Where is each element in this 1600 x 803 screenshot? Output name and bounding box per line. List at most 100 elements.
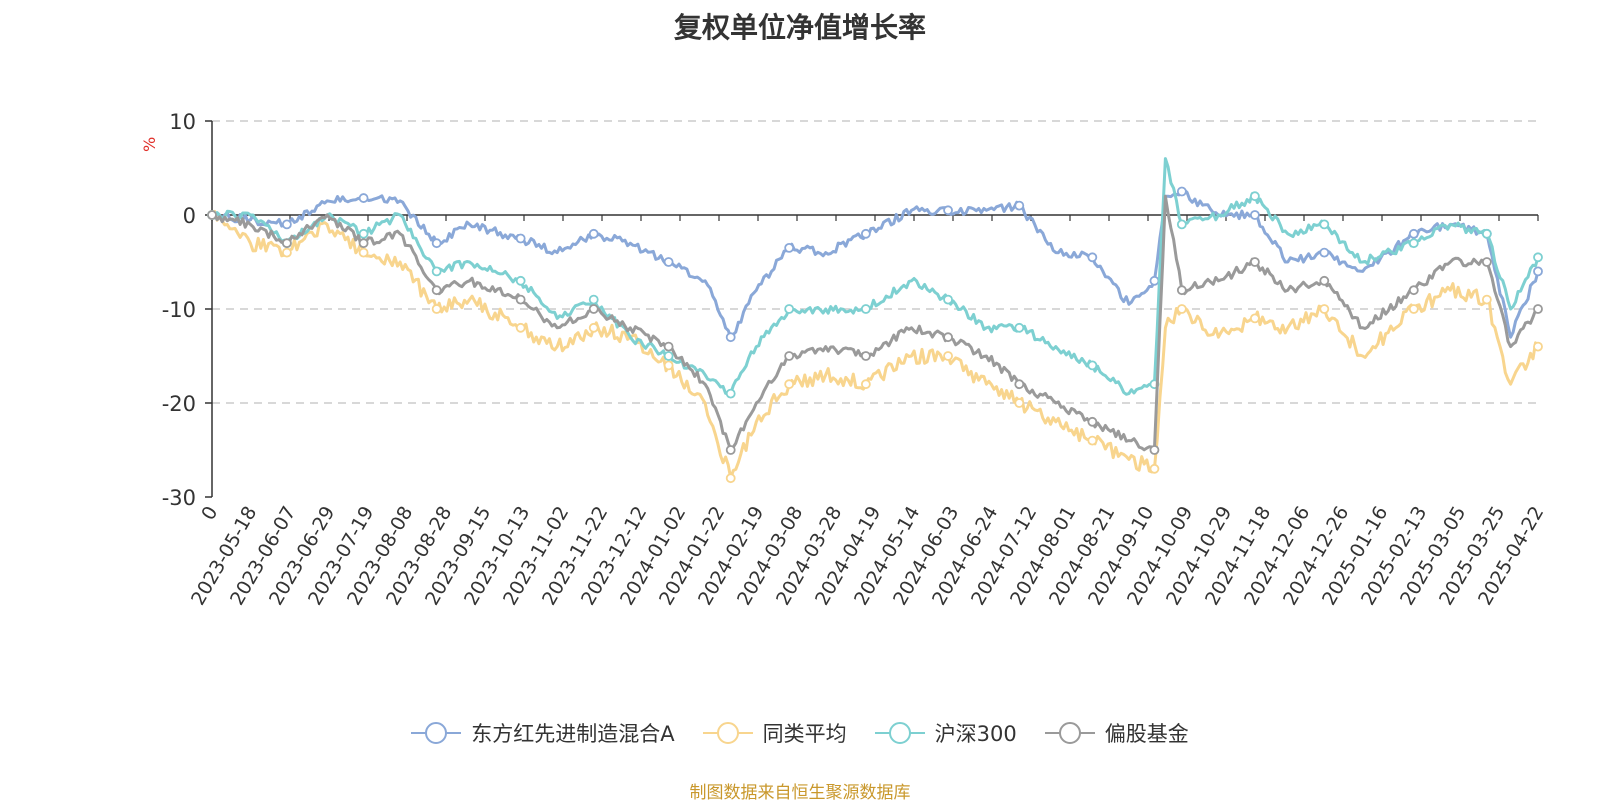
series-point-1: [1250, 210, 1260, 220]
series-point-4: [784, 351, 795, 361]
series-point-4: [1533, 304, 1543, 314]
series-point-2: [281, 247, 292, 258]
series-point-4: [431, 285, 442, 296]
series-point-3: [943, 294, 953, 305]
legend-swatch-icon: [874, 722, 925, 744]
series-point-4: [358, 238, 369, 249]
series-point-1: [431, 238, 442, 249]
chart-legend: 东方红先进制造混合A 同类平均 沪深300 偏股基金: [0, 718, 1600, 749]
series-point-1: [860, 228, 871, 239]
series-point-4: [860, 351, 871, 361]
legend-label: 东方红先进制造混合A: [471, 722, 675, 746]
series-point-1: [588, 228, 599, 239]
series-point-2: [1250, 313, 1260, 324]
series-point-4: [1014, 379, 1025, 390]
series-point-1: [281, 219, 292, 230]
series-point-3: [1176, 219, 1187, 230]
series-point-3: [1533, 252, 1543, 263]
series-point-3: [358, 228, 369, 239]
series-point-3: [588, 294, 599, 305]
series-point-4: [588, 304, 599, 314]
series-point-4: [943, 332, 953, 343]
series-point-3: [663, 351, 674, 361]
series-point-2: [358, 247, 369, 258]
legend-label: 偏股基金: [1104, 722, 1189, 746]
series-point-1: [663, 257, 674, 267]
series-point-1: [1319, 247, 1330, 258]
series-point-1: [515, 233, 526, 244]
series-point-4: [1319, 275, 1330, 286]
series-line-4: [212, 194, 1539, 452]
series-point-2: [1408, 304, 1419, 314]
legend-item-1[interactable]: 东方红先进制造混合A: [411, 718, 675, 748]
series-point-1: [1176, 186, 1187, 197]
series-point-2: [1014, 398, 1025, 408]
series-point-3: [725, 388, 736, 399]
legend-swatch-icon: [702, 722, 753, 744]
data-source-note: 制图数据来自恒生聚源数据库: [689, 783, 911, 803]
series-point-2: [1533, 341, 1543, 352]
series-point-1: [1533, 266, 1543, 277]
series-point-2: [1481, 294, 1492, 305]
y-tick-label: 0: [183, 204, 196, 228]
series-point-2: [725, 473, 736, 484]
series-point-4: [515, 294, 526, 305]
series-point-4: [207, 210, 217, 220]
series-point-4: [1250, 257, 1260, 267]
series-point-1: [1408, 228, 1419, 239]
series-point-4: [663, 341, 674, 352]
chart-title: 复权单位净值增长率: [673, 11, 926, 44]
y-tick-label: -10: [162, 298, 196, 322]
series-point-3: [515, 275, 526, 286]
series-point-4: [1408, 285, 1419, 296]
series-point-2: [943, 351, 953, 361]
legend-label: 沪深300: [934, 722, 1017, 746]
series-point-3: [784, 304, 795, 314]
series-point-4: [1149, 445, 1160, 455]
series-line-2: [210, 209, 1540, 480]
series-point-2: [1087, 435, 1098, 446]
y-tick-label: 10: [169, 110, 196, 134]
series-point-3: [1014, 322, 1025, 333]
series-point-2: [1149, 463, 1160, 474]
y-tick-label: -20: [162, 392, 196, 416]
series-point-2: [1319, 304, 1330, 314]
series-point-3: [860, 304, 871, 314]
series-point-1: [1087, 252, 1098, 263]
series-point-3: [1408, 238, 1419, 249]
series-point-3: [1481, 228, 1492, 239]
series-point-2: [1176, 304, 1187, 314]
series-point-3: [431, 266, 442, 277]
series-point-2: [784, 379, 795, 390]
series-point-4: [725, 445, 736, 455]
legend-label: 同类平均: [762, 722, 847, 746]
series-point-2: [663, 360, 674, 371]
legend-swatch-icon: [1044, 722, 1095, 744]
series-point-4: [281, 238, 292, 249]
series-point-3: [1250, 191, 1260, 202]
legend-item-4[interactable]: 偏股基金: [1044, 718, 1189, 748]
legend-swatch-icon: [411, 722, 462, 744]
y-tick-label: -30: [162, 486, 196, 510]
series-point-2: [515, 322, 526, 333]
series-point-1: [1149, 275, 1160, 286]
series-point-4: [1087, 416, 1098, 427]
series-point-1: [1014, 200, 1025, 211]
series-point-1: [784, 242, 795, 253]
series-point-2: [588, 322, 599, 333]
legend-item-3[interactable]: 沪深300: [874, 718, 1017, 748]
series-line-1: [211, 188, 1540, 339]
series-point-4: [1176, 285, 1187, 296]
series-point-3: [1087, 360, 1098, 371]
legend-item-2[interactable]: 同类平均: [702, 718, 847, 748]
series-line-3: [210, 157, 1540, 396]
series-point-1: [358, 193, 369, 203]
series-point-1: [725, 332, 736, 343]
series-point-1: [943, 205, 953, 216]
x-tick-label: 0: [197, 503, 222, 524]
series-point-4: [1481, 257, 1492, 267]
series-point-2: [431, 304, 442, 314]
series-point-2: [860, 379, 871, 390]
series-point-3: [1319, 219, 1330, 230]
